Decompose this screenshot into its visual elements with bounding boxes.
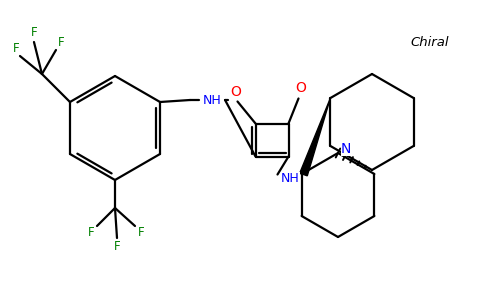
Text: N: N — [341, 142, 351, 156]
Text: NH: NH — [203, 94, 221, 106]
Text: F: F — [30, 26, 37, 40]
Text: F: F — [114, 241, 121, 254]
Text: F: F — [88, 226, 94, 239]
Text: NH: NH — [281, 172, 300, 185]
Text: F: F — [137, 226, 144, 239]
Text: Chiral: Chiral — [411, 35, 449, 49]
Text: F: F — [58, 37, 64, 50]
Polygon shape — [300, 98, 331, 176]
Text: O: O — [295, 82, 306, 95]
Text: O: O — [230, 85, 241, 98]
Text: F: F — [13, 43, 19, 56]
